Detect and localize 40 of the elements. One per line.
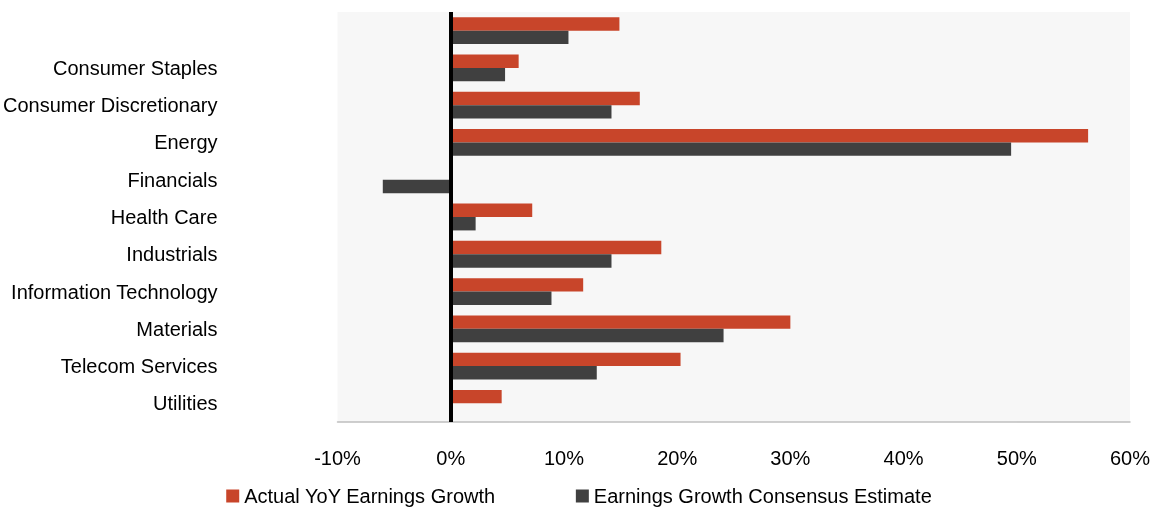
bar xyxy=(450,315,791,329)
x-tick-label: 60% xyxy=(1109,447,1151,469)
bar xyxy=(450,142,1012,156)
bar xyxy=(450,240,662,255)
bar xyxy=(450,67,506,82)
y-tick-label: Information Technology xyxy=(11,280,218,303)
x-tick-label: 40% xyxy=(883,447,924,469)
y-tick-label: Materials xyxy=(136,317,218,340)
bar xyxy=(450,129,1089,143)
y-tick-label: Consumer Discretionary xyxy=(3,94,218,117)
y-tick-label: Telecom Services xyxy=(60,355,218,378)
bar xyxy=(450,328,724,343)
bar xyxy=(450,366,597,380)
bar xyxy=(450,203,533,217)
bar xyxy=(450,217,476,231)
y-tick-label: Energy xyxy=(154,131,218,154)
bar xyxy=(450,91,640,106)
bar xyxy=(450,389,502,404)
legend-label: Earnings Growth Consensus Estimate xyxy=(593,485,932,507)
bar xyxy=(450,352,681,367)
x-tick-label: -10% xyxy=(314,447,362,469)
y-tick-label: Industrials xyxy=(126,243,218,266)
y-tick-label: Health Care xyxy=(110,206,218,228)
x-tick-label: 30% xyxy=(770,447,811,469)
x-tick-label: 10% xyxy=(543,447,585,469)
bar xyxy=(450,54,519,68)
x-tick-label: 20% xyxy=(657,447,698,469)
y-tick-label: Consumer Staples xyxy=(52,56,218,79)
legend-label: Actual YoY Earnings Growth xyxy=(244,485,496,507)
bar xyxy=(450,17,620,31)
x-tick-label: 0% xyxy=(436,447,466,469)
bar xyxy=(450,30,569,45)
y-tick-label: Financials xyxy=(127,168,218,191)
y-tick-label: Utilities xyxy=(153,392,218,415)
bar xyxy=(450,291,552,305)
bar xyxy=(450,105,612,119)
x-tick-label: 50% xyxy=(996,447,1038,469)
bar xyxy=(382,179,451,194)
bar xyxy=(450,278,584,292)
bar xyxy=(450,254,612,268)
